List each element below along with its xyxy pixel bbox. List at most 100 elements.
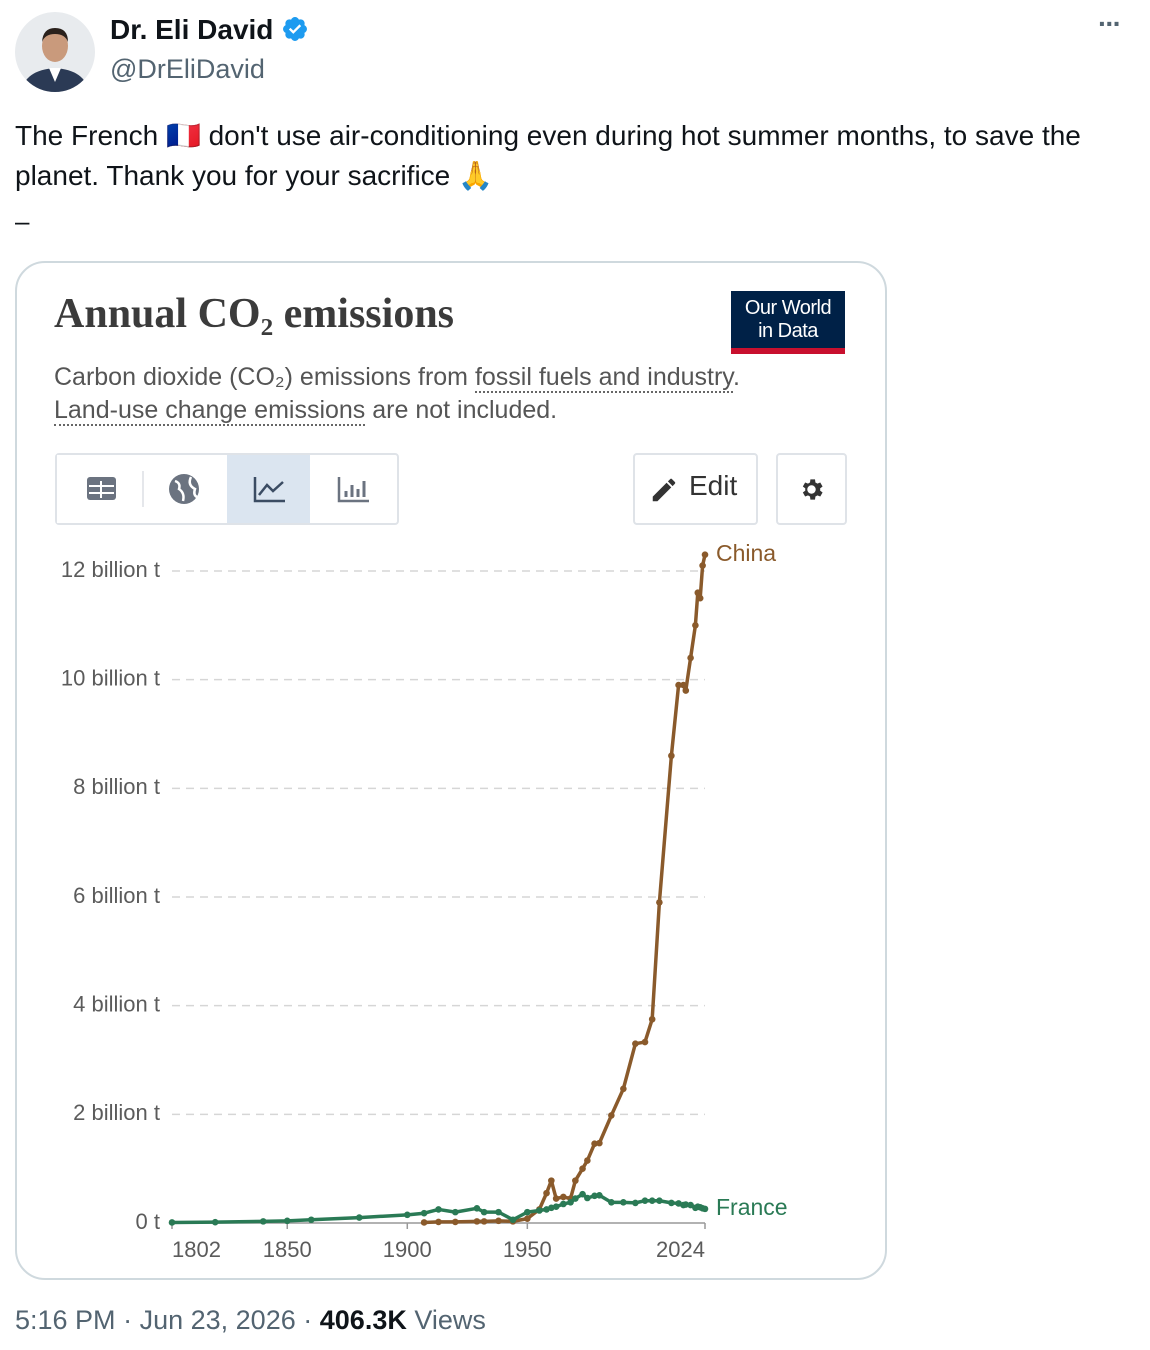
point xyxy=(680,681,687,689)
point xyxy=(584,1157,591,1164)
point xyxy=(495,1217,502,1225)
map-tab[interactable] xyxy=(169,474,199,504)
point xyxy=(452,1218,459,1226)
gear-icon xyxy=(802,479,823,500)
point xyxy=(608,1199,615,1206)
point xyxy=(591,1192,598,1200)
point xyxy=(632,1040,639,1047)
tweet-meta: 5:16 PM · Jun 23, 2026 · 406.3K Views xyxy=(15,1305,486,1336)
subtitle-link[interactable]: Land-use change emissions xyxy=(54,396,366,426)
author-name[interactable]: Dr. Eli David xyxy=(110,14,309,46)
point xyxy=(552,1195,560,1202)
chart-title: Annual CO₂ emissions xyxy=(54,291,455,337)
point xyxy=(548,1177,555,1184)
point xyxy=(579,1190,586,1198)
y-tick-label: 4 billion t xyxy=(73,991,160,1016)
point xyxy=(480,1218,488,1225)
y-tick-label: 2 billion t xyxy=(73,1100,160,1125)
y-tick-label: 10 billion t xyxy=(61,665,160,690)
author-name-text[interactable]: Dr. Eli David xyxy=(110,14,274,45)
point xyxy=(641,1038,649,1046)
point xyxy=(701,551,709,558)
point xyxy=(692,622,699,629)
x-tick-label: 2024 xyxy=(656,1237,705,1262)
chart-tab[interactable] xyxy=(227,455,310,523)
point xyxy=(620,1085,627,1093)
point xyxy=(682,1201,690,1208)
point xyxy=(641,1197,649,1205)
point xyxy=(596,1191,603,1199)
point xyxy=(579,1165,586,1172)
series-label: France xyxy=(716,1194,788,1220)
point xyxy=(168,1219,176,1226)
point xyxy=(403,1211,411,1219)
point xyxy=(259,1218,267,1225)
media-card[interactable] xyxy=(15,261,887,1280)
point xyxy=(656,899,663,906)
chart-subtitle: Carbon dioxide (CO₂) emissions from foss… xyxy=(54,361,814,427)
point xyxy=(435,1218,442,1226)
x-tick-label: 1802 xyxy=(172,1237,221,1262)
point xyxy=(648,1015,656,1023)
point xyxy=(495,1208,502,1216)
verified-badge xyxy=(283,17,308,41)
separator: · xyxy=(123,1305,133,1335)
point xyxy=(699,562,706,569)
y-tick-label: 12 billion t xyxy=(61,557,160,582)
point xyxy=(701,1205,709,1213)
table-tab[interactable] xyxy=(57,455,141,523)
point xyxy=(668,752,675,760)
point xyxy=(473,1205,481,1212)
point xyxy=(696,594,704,602)
view-toolbar xyxy=(55,453,399,525)
point xyxy=(675,681,682,689)
handle[interactable]: @DrEliDavid xyxy=(110,54,265,84)
edit-button[interactable]: Edit xyxy=(633,453,758,525)
point xyxy=(283,1217,291,1225)
x-tick-label: 1850 xyxy=(263,1237,312,1262)
point xyxy=(656,1197,663,1205)
pencil-icon xyxy=(652,478,676,502)
separator: · xyxy=(303,1305,313,1335)
point xyxy=(632,1199,639,1207)
point xyxy=(572,1195,579,1202)
point xyxy=(560,1200,567,1208)
point xyxy=(608,1112,615,1119)
point xyxy=(480,1208,488,1216)
point xyxy=(524,1208,531,1216)
point xyxy=(473,1218,481,1225)
date[interactable]: Jun 23, 2026 xyxy=(139,1305,296,1335)
x-tick-label: 1950 xyxy=(503,1237,552,1262)
line xyxy=(424,554,707,1225)
point xyxy=(668,1199,675,1207)
point xyxy=(687,654,694,662)
point xyxy=(524,1215,531,1222)
point xyxy=(572,1177,579,1184)
edit-label[interactable]: Edit xyxy=(689,470,738,501)
point xyxy=(567,1199,574,1206)
point xyxy=(560,1193,567,1201)
point xyxy=(536,1207,543,1214)
point xyxy=(584,1194,591,1202)
bar-tab[interactable] xyxy=(337,477,369,503)
subtitle-link[interactable]: fossil fuels and industry xyxy=(474,363,733,393)
logo-line: in Data xyxy=(758,320,818,342)
y-tick-label: 8 billion t xyxy=(73,774,160,799)
point xyxy=(543,1189,550,1197)
point xyxy=(687,1201,694,1209)
point xyxy=(620,1199,627,1206)
point xyxy=(552,1203,560,1210)
time[interactable]: 5:16 PM xyxy=(15,1305,116,1335)
logo-line: Our World xyxy=(744,297,832,319)
tweet-text-tail: – xyxy=(15,206,30,236)
y-tick-label: 0 t xyxy=(136,1209,160,1234)
subtitle-text: are not included. xyxy=(365,396,558,424)
point xyxy=(694,589,702,597)
settings-button[interactable] xyxy=(776,453,847,525)
point xyxy=(211,1218,219,1226)
more-menu[interactable]: ··· xyxy=(1098,8,1122,39)
point xyxy=(307,1216,315,1224)
avatar[interactable] xyxy=(15,12,95,92)
logo[interactable]: Our World in Data xyxy=(731,291,845,354)
subtitle-text: Carbon dioxide (CO₂) emissions from xyxy=(54,363,475,391)
